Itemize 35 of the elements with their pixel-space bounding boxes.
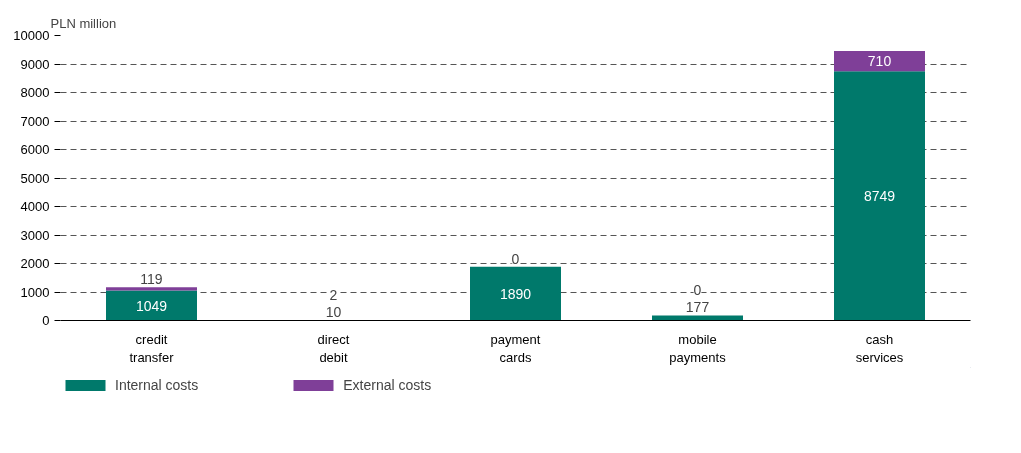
data-label: 1049 (135, 297, 168, 314)
y-tick-label: 8000 (20, 85, 50, 100)
data-label: 10 (325, 304, 342, 321)
legend-label: Internal costs (115, 377, 199, 393)
y-tick-label: 6000 (20, 142, 50, 157)
y-tick-label: 0 (42, 313, 50, 328)
bar (106, 287, 197, 291)
data-label: 0 (693, 282, 702, 299)
bar (470, 266, 561, 321)
y-axis-title: PLN million (50, 15, 117, 31)
data-label: 8749 (863, 187, 896, 204)
bar (834, 50, 925, 72)
x-tick-label: payment cards (490, 331, 541, 365)
y-tick-label: 2000 (20, 256, 50, 271)
bar (106, 290, 197, 321)
legend-label: External costs (343, 377, 432, 393)
x-tick-label: cash services (855, 331, 904, 365)
x-tick-label: credit transfer (129, 331, 175, 365)
bar (834, 71, 925, 321)
y-tick-label: 9000 (20, 56, 50, 72)
data-label: 1890 (499, 285, 532, 302)
x-tick-label: direct debit (317, 331, 350, 365)
y-tick-label: 7000 (20, 113, 50, 129)
bar (652, 315, 743, 321)
y-tick-label: 1000 (20, 284, 50, 300)
y-tick-label: 3000 (20, 227, 50, 243)
y-tick-label: 5000 (20, 170, 50, 186)
data-label: 119 (140, 271, 163, 288)
y-tick-label: 10000 (13, 28, 50, 43)
data-label: 710 (867, 53, 892, 70)
data-label: 2 (329, 287, 338, 304)
data-label: 0 (511, 250, 520, 267)
x-tick-label: mobile payments (669, 331, 727, 365)
y-tick-label: 4000 (20, 199, 50, 214)
data-label: 177 (685, 299, 710, 316)
